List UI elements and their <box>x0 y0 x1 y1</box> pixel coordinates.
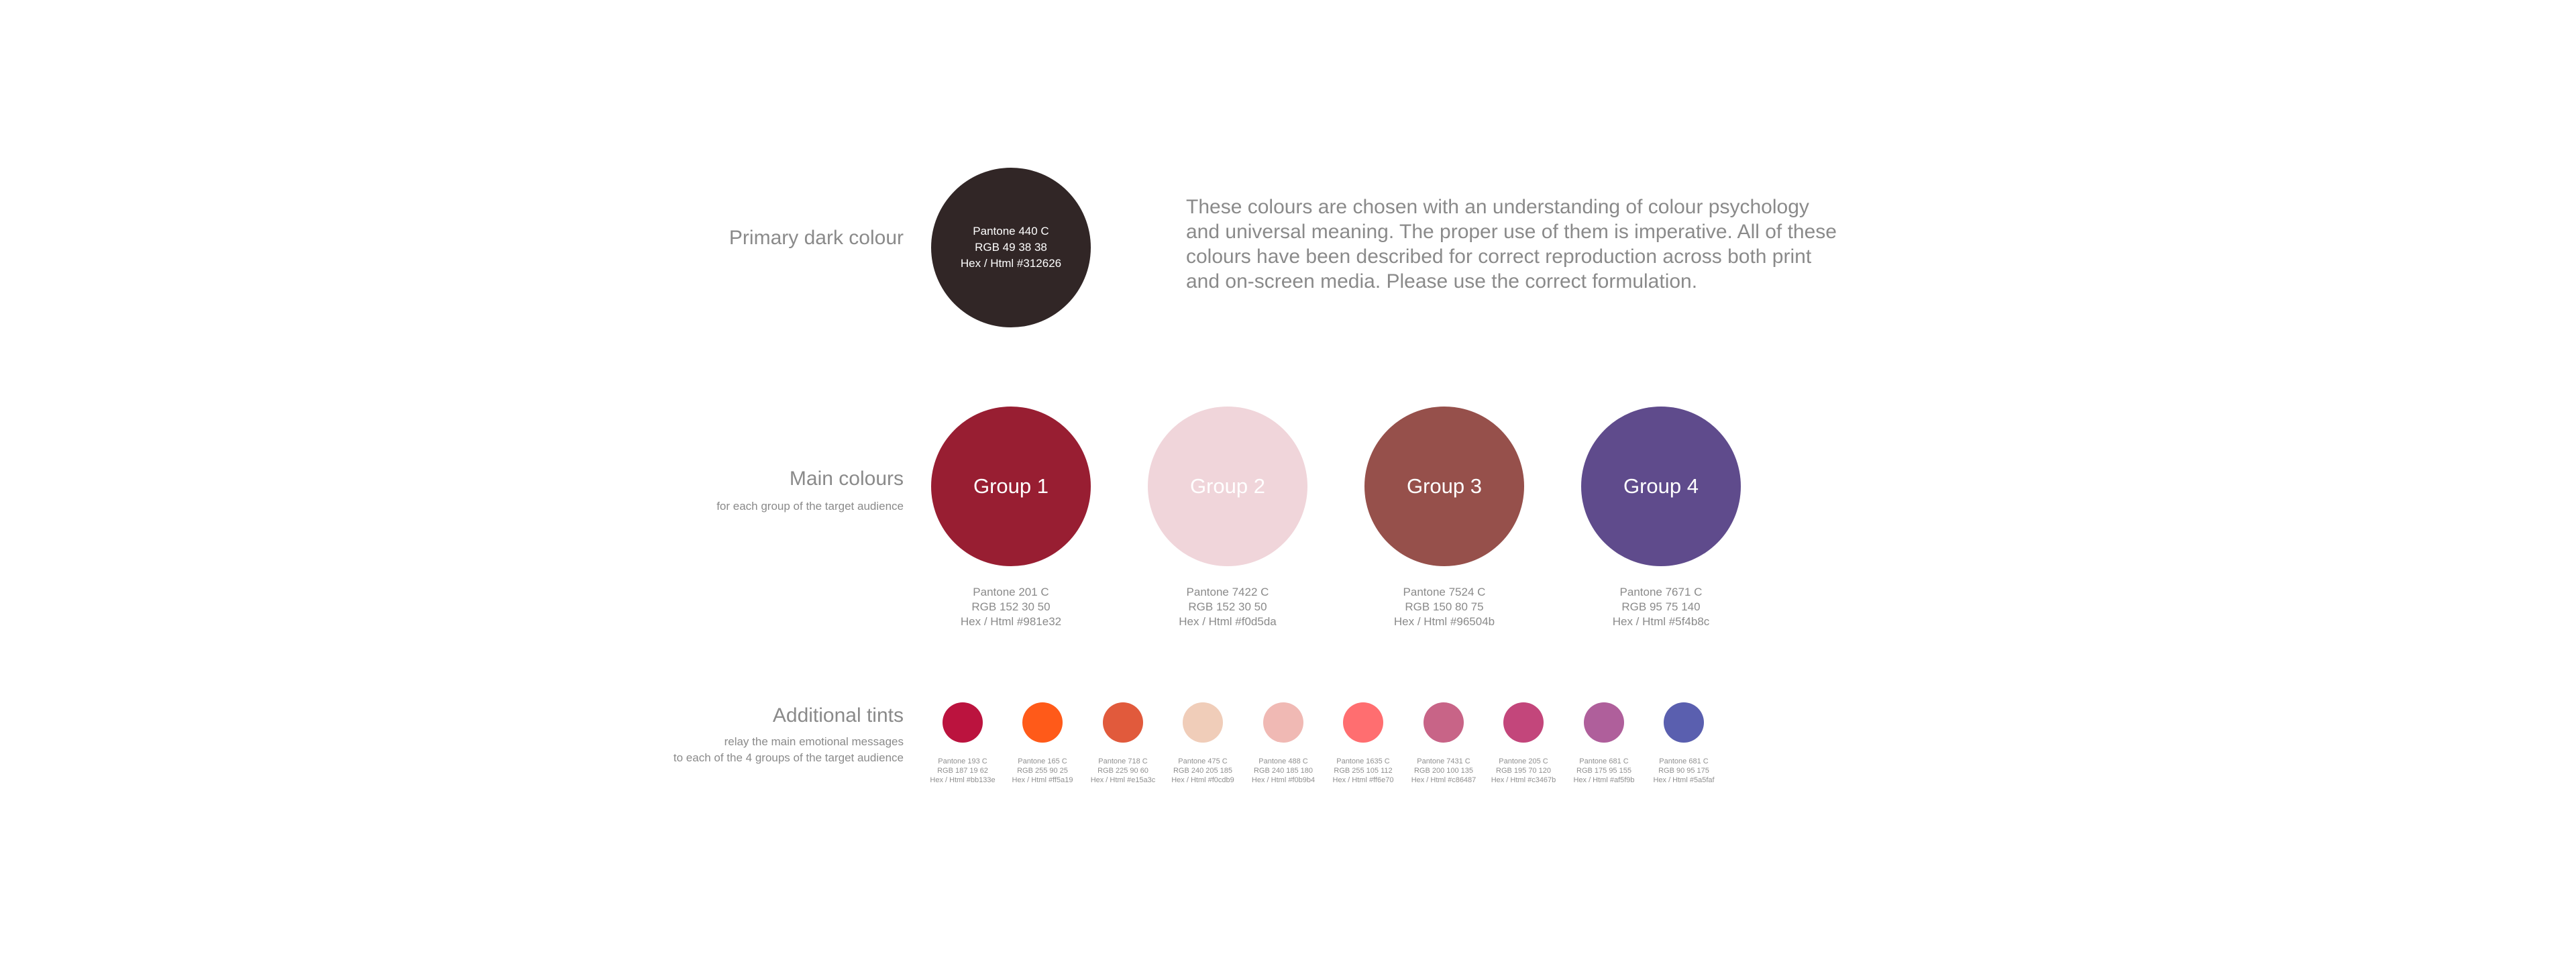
tint-1-hex: Hex / Html #bb133e <box>930 776 996 784</box>
tint-9-spec: Pantone 681 C RGB 175 95 155 Hex / Html … <box>1560 757 1648 785</box>
tint-4-hex: Hex / Html #f0cdb9 <box>1171 776 1234 784</box>
group-2-rgb: RGB 152 30 50 <box>1188 600 1267 613</box>
primary-pantone: Pantone 440 C <box>973 225 1049 237</box>
group-2-swatch: Group 2 <box>1148 407 1307 566</box>
tint-2-swatch <box>1022 702 1063 743</box>
tint-3-hex: Hex / Html #e15a3c <box>1090 776 1156 784</box>
tint-1-pantone: Pantone 193 C <box>938 757 987 765</box>
group-3-rgb: RGB 150 80 75 <box>1405 600 1484 613</box>
group-2-hex: Hex / Html #f0d5da <box>1179 615 1277 628</box>
main-colours-sublabel: for each group of the target audience <box>716 500 904 513</box>
tint-6-pantone: Pantone 1635 C <box>1336 757 1390 765</box>
group-4-swatch: Group 4 <box>1581 407 1741 566</box>
tint-1-rgb: RGB 187 19 62 <box>937 767 988 775</box>
primary-hex: Hex / Html #312626 <box>960 257 1062 270</box>
tint-10-spec: Pantone 681 C RGB 90 95 175 Hex / Html #… <box>1640 757 1727 785</box>
primary-rgb: RGB 49 38 38 <box>975 241 1047 254</box>
tint-9-hex: Hex / Html #af5f9b <box>1573 776 1635 784</box>
tint-9-rgb: RGB 175 95 155 <box>1576 767 1631 775</box>
tint-7-hex: Hex / Html #c86487 <box>1411 776 1477 784</box>
group-4-spec: Pantone 7671 C RGB 95 75 140 Hex / Html … <box>1574 585 1748 629</box>
tint-10-rgb: RGB 90 95 175 <box>1658 767 1709 775</box>
tint-4-swatch <box>1183 702 1223 743</box>
tint-8-spec: Pantone 205 C RGB 195 70 120 Hex / Html … <box>1480 757 1567 785</box>
tint-5-rgb: RGB 240 185 180 <box>1253 767 1313 775</box>
additional-tints-sublabel: relay the main emotional messages to eac… <box>674 734 904 766</box>
description-line-2: and universal meaning. The proper use of… <box>1186 221 1837 243</box>
tint-5-swatch <box>1263 702 1303 743</box>
tint-3-rgb: RGB 225 90 60 <box>1097 767 1148 775</box>
group-1-swatch: Group 1 <box>931 407 1091 566</box>
additional-tints-label: Additional tints <box>772 704 904 727</box>
tint-8-hex: Hex / Html #c3467b <box>1491 776 1556 784</box>
tints-sublabel-line-2: to each of the 4 groups of the target au… <box>673 751 904 764</box>
tint-8-pantone: Pantone 205 C <box>1499 757 1548 765</box>
tint-7-rgb: RGB 200 100 135 <box>1413 767 1474 775</box>
tint-10-swatch <box>1664 702 1704 743</box>
tint-3-pantone: Pantone 718 C <box>1098 757 1148 765</box>
group-1-rgb: RGB 152 30 50 <box>971 600 1051 613</box>
group-4-pantone: Pantone 7671 C <box>1619 586 1703 598</box>
group-3-pantone: Pantone 7524 C <box>1403 586 1486 598</box>
group-1-spec: Pantone 201 C RGB 152 30 50 Hex / Html #… <box>924 585 1098 629</box>
tint-8-swatch <box>1503 702 1544 743</box>
group-2-pantone: Pantone 7422 C <box>1186 586 1269 598</box>
tint-10-pantone: Pantone 681 C <box>1659 757 1709 765</box>
tint-5-spec: Pantone 488 C RGB 240 185 180 Hex / Html… <box>1240 757 1327 785</box>
tint-2-pantone: Pantone 165 C <box>1018 757 1067 765</box>
group-4-rgb: RGB 95 75 140 <box>1621 600 1701 613</box>
tint-7-swatch <box>1424 702 1464 743</box>
tint-9-pantone: Pantone 681 C <box>1579 757 1629 765</box>
tint-5-pantone: Pantone 488 C <box>1258 757 1308 765</box>
group-1-pantone: Pantone 201 C <box>973 586 1049 598</box>
group-3-hex: Hex / Html #96504b <box>1393 615 1495 628</box>
group-1-name: Group 1 <box>973 474 1049 498</box>
description-line-3: colours have been described for correct … <box>1186 246 1812 268</box>
tint-2-rgb: RGB 255 90 25 <box>1017 767 1068 775</box>
tint-6-swatch <box>1343 702 1383 743</box>
group-3-name: Group 3 <box>1406 474 1482 498</box>
description-line-1: These colours are chosen with an underst… <box>1186 196 1809 218</box>
group-3-spec: Pantone 7524 C RGB 150 80 75 Hex / Html … <box>1357 585 1532 629</box>
primary-colour-swatch: Pantone 440 C RGB 49 38 38 Hex / Html #3… <box>931 168 1091 327</box>
group-1-hex: Hex / Html #981e32 <box>960 615 1062 628</box>
tint-2-spec: Pantone 165 C RGB 255 90 25 Hex / Html #… <box>999 757 1086 785</box>
primary-colour-label: Primary dark colour <box>729 227 904 249</box>
group-2-name: Group 2 <box>1189 474 1265 498</box>
colour-description: These colours are chosen with an underst… <box>1186 195 1857 294</box>
tint-3-spec: Pantone 718 C RGB 225 90 60 Hex / Html #… <box>1079 757 1167 785</box>
tint-6-spec: Pantone 1635 C RGB 255 105 112 Hex / Htm… <box>1320 757 1407 785</box>
tint-6-hex: Hex / Html #ff6e70 <box>1332 776 1394 784</box>
tint-7-spec: Pantone 7431 C RGB 200 100 135 Hex / Htm… <box>1400 757 1487 785</box>
group-4-hex: Hex / Html #5f4b8c <box>1612 615 1710 628</box>
description-line-4: and on-screen media. Please use the corr… <box>1186 270 1698 292</box>
tint-3-swatch <box>1103 702 1143 743</box>
tint-4-rgb: RGB 240 205 185 <box>1173 767 1233 775</box>
main-colours-label: Main colours <box>789 468 904 490</box>
group-4-name: Group 4 <box>1623 474 1699 498</box>
tint-9-swatch <box>1584 702 1624 743</box>
group-2-spec: Pantone 7422 C RGB 152 30 50 Hex / Html … <box>1140 585 1315 629</box>
tint-7-pantone: Pantone 7431 C <box>1417 757 1470 765</box>
tint-8-rgb: RGB 195 70 120 <box>1496 767 1551 775</box>
tint-6-rgb: RGB 255 105 112 <box>1334 767 1393 775</box>
tints-sublabel-line-1: relay the main emotional messages <box>724 735 904 748</box>
tint-10-hex: Hex / Html #5a5faf <box>1653 776 1715 784</box>
tint-2-hex: Hex / Html #ff5a19 <box>1012 776 1073 784</box>
tint-5-hex: Hex / Html #f0b9b4 <box>1251 776 1316 784</box>
tint-1-swatch <box>943 702 983 743</box>
group-3-swatch: Group 3 <box>1364 407 1524 566</box>
tint-1-spec: Pantone 193 C RGB 187 19 62 Hex / Html #… <box>919 757 1006 785</box>
tint-4-pantone: Pantone 475 C <box>1178 757 1228 765</box>
tint-4-spec: Pantone 475 C RGB 240 205 185 Hex / Html… <box>1159 757 1246 785</box>
